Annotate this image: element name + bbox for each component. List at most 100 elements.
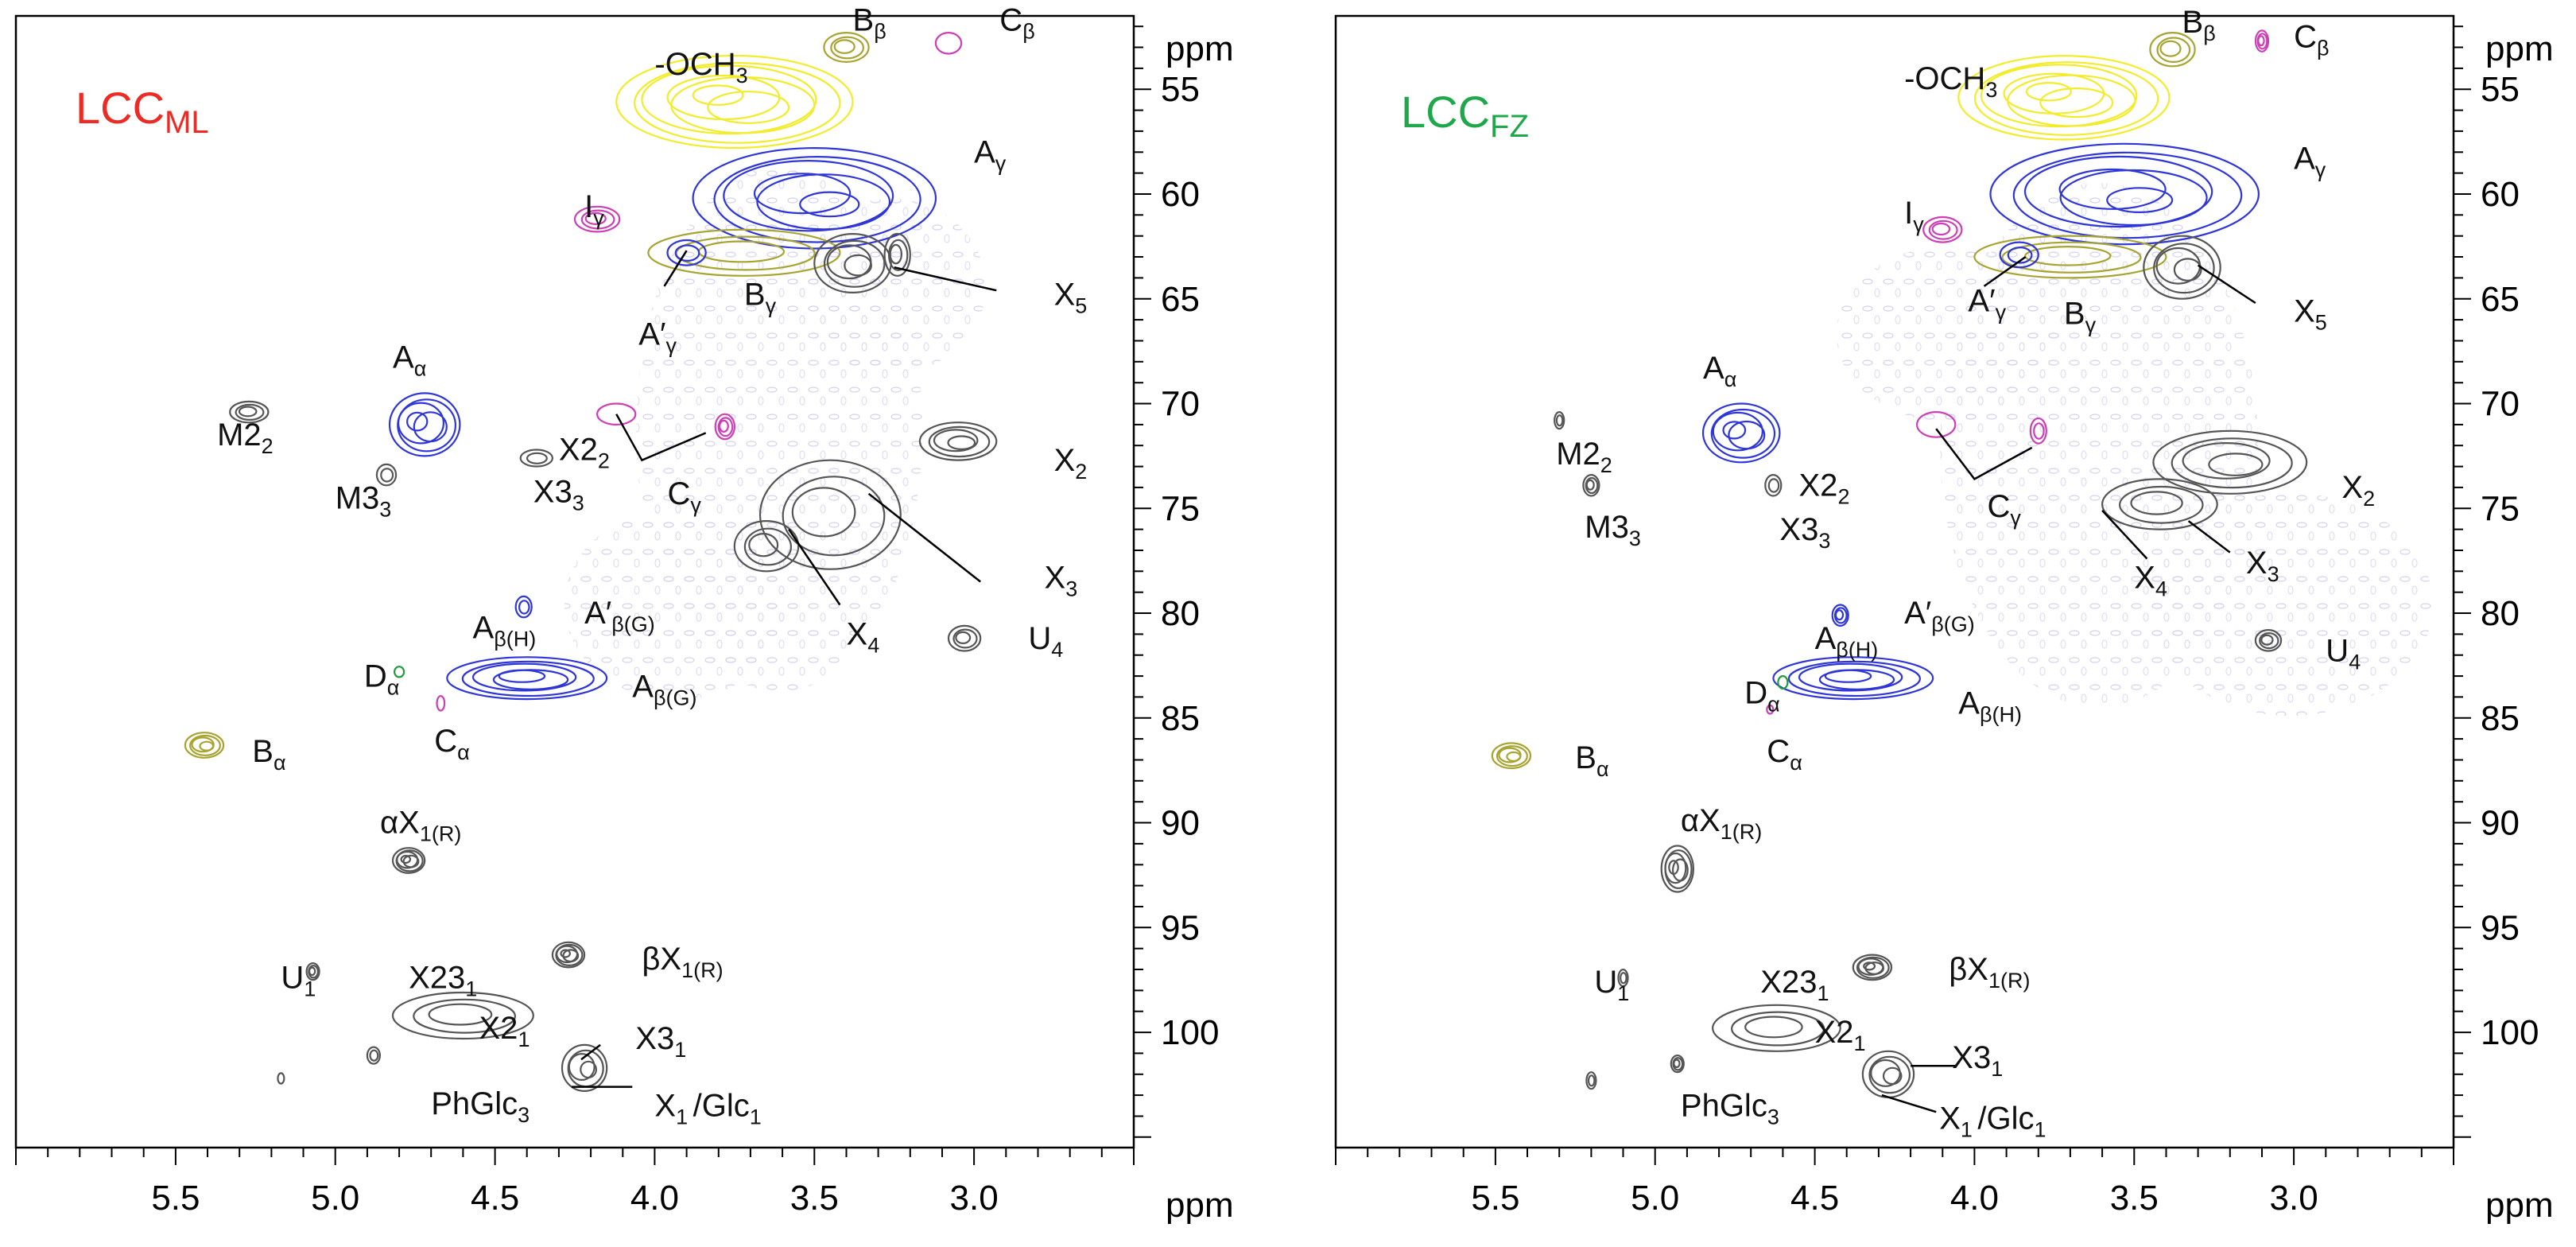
peak-label-subscript: 2 <box>598 449 610 473</box>
contour-level <box>1710 408 1776 459</box>
contour-level <box>391 847 426 874</box>
peak-label-main: X2 <box>479 1011 518 1046</box>
contour-level <box>1915 411 1957 438</box>
peak-label: X1 <box>654 1089 688 1129</box>
peak-label: X21 <box>1815 1015 1866 1055</box>
contour-level <box>1664 852 1687 884</box>
peak-label-main: /Glc <box>1977 1101 2034 1136</box>
peak-label-subscript: 2 <box>1600 453 1612 477</box>
contour-level <box>2130 491 2183 515</box>
contour-level <box>1764 473 1783 497</box>
contour-level <box>823 31 870 63</box>
peak-label-subscript: 1 <box>465 977 477 1001</box>
peak-label: U4 <box>2326 634 2361 674</box>
peak-label: Iγ <box>584 189 604 230</box>
peak-label: U1 <box>281 961 316 1001</box>
contour-level <box>402 854 420 868</box>
peak-label-subscript: γ <box>1913 212 1924 236</box>
y-axis-unit-ml: ppm <box>1166 29 1234 68</box>
contour-level <box>933 429 979 453</box>
peak-label-subscript: α <box>1767 692 1780 716</box>
contour-level <box>758 459 902 570</box>
peak-label-main: A <box>1703 351 1724 386</box>
peak-label-subscript: β <box>874 19 886 43</box>
panel-title-ml-sub: ML <box>165 105 209 140</box>
leaders-layer-ml <box>572 250 997 1088</box>
panel-title-ml: LCCML <box>76 83 209 140</box>
peak-label-main: A <box>393 340 414 375</box>
peak-label-main: U <box>281 961 304 996</box>
plot-frame-fz <box>1334 14 2455 1149</box>
cross-peak-carbohydrate <box>391 991 534 1040</box>
cross-peak-syringyl <box>1491 742 1532 770</box>
peak-label-main: αX <box>380 806 420 841</box>
peak-label: Aγ <box>974 135 1007 176</box>
contour-level <box>707 91 790 124</box>
panel-title-fz: LCCFZ <box>1401 87 1529 144</box>
peak-label-main: I <box>1904 196 1913 231</box>
peak-label: αX1(R) <box>380 806 461 846</box>
peak-label-main: βX <box>642 942 681 977</box>
contour-level <box>596 402 637 425</box>
peak-label: Aγ <box>2294 141 2326 181</box>
peak-label: M33 <box>1585 510 1641 550</box>
contour-level <box>446 656 608 701</box>
y-tick-label: 65 <box>2481 280 2520 319</box>
axes-fz: 5.5 5.0 4.5 4.0 3.5 3.0 55 60 65 70 75 80 85 90 95 100… <box>1334 14 2554 1225</box>
cross-peak-methoxyl <box>615 54 854 150</box>
contour-level <box>1989 142 2260 246</box>
contour-level <box>561 1043 608 1093</box>
contour-level <box>723 160 894 232</box>
peak-label-main: -OCH <box>654 47 735 82</box>
cross-peak-syringyl <box>823 31 870 63</box>
peak-label: Aβ(H) <box>1815 621 1879 662</box>
peak-label-subscript: α <box>457 740 470 764</box>
peak-label-subscript: 1 <box>1854 1031 1866 1055</box>
cross-peak-methoxyl <box>1957 55 2171 141</box>
y-tick-label: 85 <box>1161 699 1200 738</box>
peak-label-main: M2 <box>217 418 262 453</box>
contour-level <box>573 205 621 233</box>
peak-label-main: D <box>1744 675 1767 710</box>
peaks-layer-fz <box>1491 29 2308 1098</box>
peak-label: Bγ <box>744 278 777 318</box>
cross-peak-cinnamyl <box>436 694 446 712</box>
contour-level <box>2254 29 2270 52</box>
contour-level <box>934 31 963 55</box>
peak-label: X21 <box>479 1011 530 1051</box>
cross-peak-carbohydrate <box>2101 478 2218 530</box>
contour-level <box>2007 246 2033 264</box>
contour-level <box>498 669 546 683</box>
x-tick-label: 3.5 <box>790 1179 839 1218</box>
peak-label-subscript: 4 <box>2155 577 2167 600</box>
cross-peak-carbohydrate <box>561 1043 608 1093</box>
peak-label: A′γ <box>638 317 677 358</box>
peak-label-subscript: γ <box>593 206 604 230</box>
peak-label: X22 <box>559 433 610 473</box>
x-axis-unit-ml: ppm <box>1166 1186 1234 1225</box>
leader-line <box>2101 510 2148 560</box>
peak-label-subscript: β(G) <box>611 612 655 636</box>
peak-label-main: A <box>974 135 995 170</box>
peak-label-main: /Glc <box>693 1089 750 1124</box>
peak-label-subscript: 1 <box>1961 1117 1973 1141</box>
peak-label-main: U <box>1028 621 1051 656</box>
peak-label-subscript: 3 <box>1767 1105 1779 1129</box>
contour-level <box>2023 155 2213 228</box>
contour-level <box>1777 674 1789 690</box>
contour-level <box>568 1052 596 1081</box>
peak-label-main: X3 <box>1952 1040 1991 1075</box>
contour-level <box>277 1072 285 1085</box>
x-tick-label: 4.0 <box>1950 1179 1999 1218</box>
contour-level <box>756 173 891 231</box>
contour-level <box>844 254 872 277</box>
contour-level <box>947 624 982 652</box>
contour-level <box>1870 1059 1901 1087</box>
peak-label: Cγ <box>668 476 702 517</box>
leader-line <box>615 414 707 462</box>
contour-level <box>562 949 580 963</box>
y-tick-label: 55 <box>1161 70 1200 109</box>
peak-label: βX1(R) <box>1949 952 2030 993</box>
